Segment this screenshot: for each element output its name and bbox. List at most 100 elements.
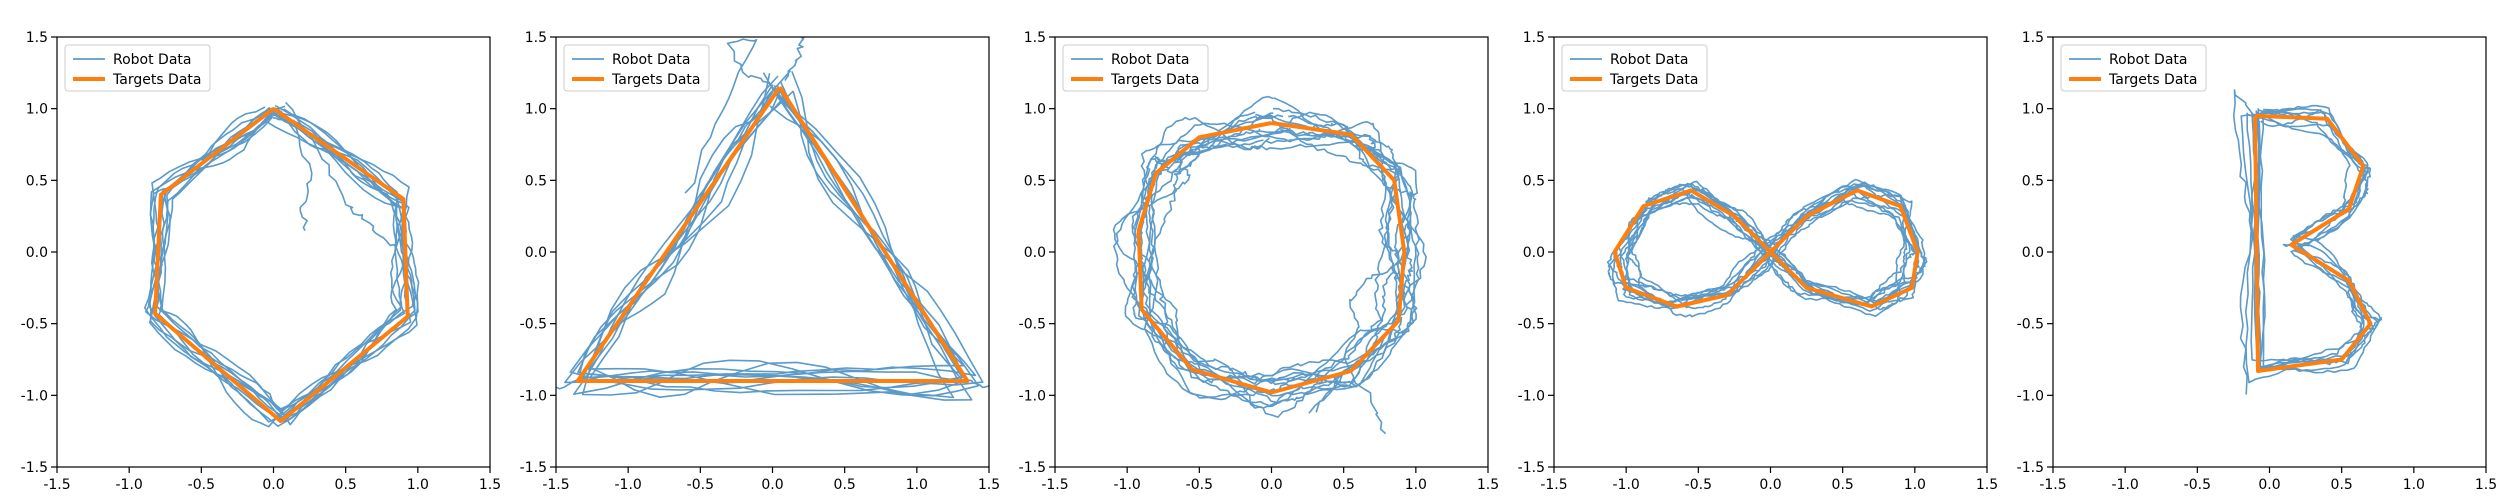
x-tick-label: -1.0 (2112, 477, 2139, 493)
robot-trace (589, 100, 965, 379)
chart-panel-3: -1.5 -1.0 -0.5 0.0 0.5 1.0 1.5 -1.5 -1.0 -0.5 0.0 0… (1019, 30, 1499, 493)
robot-excursion (1343, 265, 1394, 435)
plot-area (1112, 95, 1427, 435)
legend-label-target: Targets Data (1110, 72, 1199, 88)
x-tick-label: 1.0 (906, 477, 928, 493)
x-tick-label: -1.0 (116, 477, 143, 493)
x-tick-label: 0.5 (1333, 477, 1355, 493)
legend: Robot Data Targets Data (1062, 44, 1209, 92)
x-tick-label: 0.0 (1759, 477, 1781, 493)
target-path (2253, 113, 2373, 373)
x-tick-label: -0.5 (2184, 477, 2211, 493)
y-tick-label: 1.5 (525, 30, 547, 46)
legend-label-robot: Robot Data (2109, 52, 2187, 68)
x-tick-label: 1.0 (407, 477, 429, 493)
plot-area (2232, 89, 2383, 395)
legend: Robot Data Targets Data (563, 44, 710, 92)
x-tick-label: 0.5 (335, 477, 357, 493)
robot-trace (577, 70, 963, 394)
y-tick-label: 0.0 (525, 245, 547, 261)
y-tick-label: 0.5 (2022, 173, 2044, 189)
robot-trace (1132, 139, 1414, 382)
legend-label-target: Targets Data (611, 72, 700, 88)
robot-trace (2250, 110, 2374, 362)
robot-excursion (285, 101, 397, 249)
x-tick-label: 0.0 (262, 477, 284, 493)
robot-trace (148, 104, 405, 411)
chart-panel-4: -1.5 -1.0 -0.5 0.0 0.5 1.0 1.5 -1.5 -1.0 -0.5 0.0 0… (1518, 30, 1998, 493)
y-tick-label: -0.5 (520, 317, 547, 333)
plot-area (1606, 178, 1928, 318)
x-tick-label: -1.5 (1540, 477, 1567, 493)
legend: Robot Data Targets Data (64, 44, 211, 92)
robot-trace (2258, 109, 2383, 374)
y-tick-label: -0.5 (2017, 317, 2044, 333)
legend-label-target: Targets Data (1609, 72, 1698, 88)
axes-frame (2052, 36, 2487, 468)
x-tick-label: -1.5 (2039, 477, 2066, 493)
robot-excursion (965, 379, 989, 389)
y-tick-label: 1.5 (26, 30, 48, 46)
y-tick-label: -1.0 (2017, 388, 2044, 404)
plot-area (144, 101, 420, 428)
y-tick-label: -0.5 (21, 317, 48, 333)
y-tick-label: -1.0 (21, 388, 48, 404)
x-tick-label: 1.5 (978, 477, 1000, 493)
legend-label-target: Targets Data (2108, 72, 2197, 88)
target-path (1612, 188, 1920, 309)
y-tick-label: -1.5 (520, 460, 547, 476)
robot-trace (158, 106, 410, 420)
x-tick-label: 1.0 (2403, 477, 2425, 493)
x-tick-label: 0.0 (761, 477, 783, 493)
legend: Robot Data Targets Data (1561, 44, 1708, 92)
x-tick-label: -1.5 (43, 477, 70, 493)
y-tick-label: 1.5 (1024, 30, 1046, 46)
x-tick-label: 1.5 (2475, 477, 2497, 493)
y-tick-label: 0.5 (525, 173, 547, 189)
x-tick-label: -1.0 (1613, 477, 1640, 493)
plot-area (556, 37, 989, 401)
y-tick-label: 0.0 (1024, 245, 1046, 261)
robot-trace (569, 82, 984, 391)
x-tick-label: -0.5 (687, 477, 714, 493)
robot-trace (1112, 122, 1412, 397)
legend-label-robot: Robot Data (1610, 52, 1688, 68)
x-tick-label: 1.0 (1904, 477, 1926, 493)
legend-label-robot: Robot Data (612, 52, 690, 68)
x-tick-label: -0.5 (1685, 477, 1712, 493)
y-tick-label: 1.5 (1523, 30, 1545, 46)
x-tick-label: 1.0 (1405, 477, 1427, 493)
robot-trace (1626, 185, 1920, 310)
y-tick-label: -1.0 (1019, 388, 1046, 404)
robot-trace (148, 106, 417, 423)
legend-label-target: Targets Data (112, 72, 201, 88)
y-tick-label: 0.5 (1024, 173, 1046, 189)
y-tick-label: -1.5 (21, 460, 48, 476)
target-path (1136, 121, 1407, 395)
x-tick-label: 1.5 (1976, 477, 1998, 493)
robot-excursion (684, 38, 771, 194)
chart-panel-2: -1.5 -1.0 -0.5 0.0 0.5 1.0 1.5 -1.5 -1.0 -0.5 0.0 0… (520, 30, 1000, 493)
x-tick-label: -0.5 (188, 477, 215, 493)
y-tick-label: -0.5 (1019, 317, 1046, 333)
y-tick-label: 1.0 (525, 102, 547, 118)
x-tick-label: -0.5 (1186, 477, 1213, 493)
x-tick-label: 0.5 (834, 477, 856, 493)
robot-trace (1607, 178, 1926, 299)
axes-frame (555, 36, 990, 468)
robot-trace (588, 83, 964, 389)
x-tick-label: -1.0 (615, 477, 642, 493)
robot-trace (581, 84, 973, 401)
chart-panel-5: -1.5 -1.0 -0.5 0.0 0.5 1.0 1.5 -1.5 -1.0 -0.5 0.0 0… (2017, 30, 2497, 493)
y-tick-label: 0.0 (1523, 245, 1545, 261)
robot-excursion (2232, 89, 2258, 395)
robot-trace (149, 105, 420, 428)
x-tick-label: 0.0 (2258, 477, 2280, 493)
y-tick-label: 1.0 (2022, 102, 2044, 118)
y-tick-label: 0.5 (1523, 173, 1545, 189)
y-tick-label: 0.0 (26, 245, 48, 261)
x-tick-label: -1.5 (542, 477, 569, 493)
robot-trace (153, 108, 406, 423)
y-tick-label: 1.0 (26, 102, 48, 118)
